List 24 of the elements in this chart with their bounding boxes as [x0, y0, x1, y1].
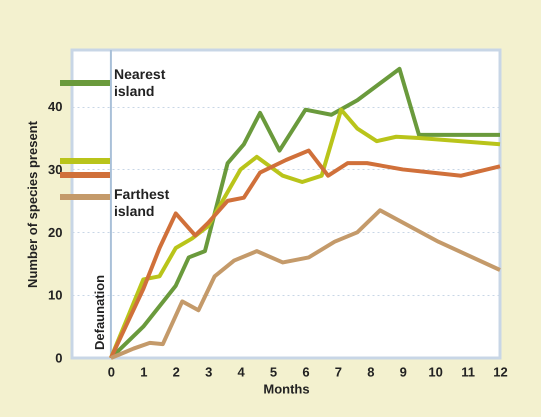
y-tick-label: 10 [48, 288, 62, 303]
ref-line-label: Defaunation [92, 274, 107, 350]
x-tick-label: 7 [334, 364, 342, 380]
x-axis-title: Months [263, 382, 310, 396]
x-tick-label: 12 [493, 364, 508, 380]
x-tick-label: 5 [270, 364, 278, 380]
y-tick-label: 30 [48, 162, 62, 177]
x-tick-label: 10 [428, 364, 443, 380]
x-tick-label: 6 [302, 364, 310, 380]
legend-label: Nearest island [114, 66, 166, 99]
x-tick-label: 4 [237, 364, 246, 380]
x-tick-label: 8 [367, 364, 374, 380]
y-axis-title: Number of species present [25, 120, 40, 288]
line-series [108, 148, 502, 360]
x-tick-label: 2 [172, 364, 180, 380]
x-tick-label: 1 [140, 364, 148, 380]
legend-label: Farthest island [114, 186, 170, 219]
y-tick-label: 20 [48, 224, 62, 240]
x-tick-label: 3 [205, 364, 212, 380]
y-tick-label: 40 [48, 99, 62, 114]
y-tick-label: 0 [55, 350, 62, 366]
x-tick-label: 11 [461, 364, 475, 380]
x-tick-label: 0 [108, 364, 116, 380]
x-tick-label: 9 [400, 364, 407, 380]
